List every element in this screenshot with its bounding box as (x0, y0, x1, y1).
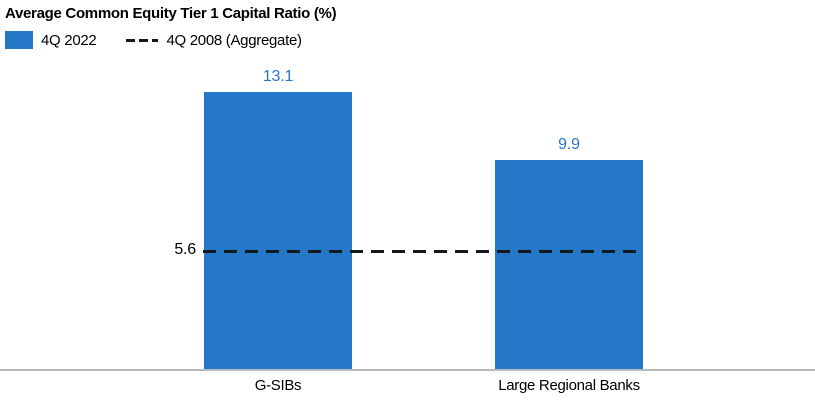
category-label-gsibs: G-SIBs (254, 377, 302, 394)
reference-line-label: 5.6 (174, 241, 196, 258)
chart-title: Average Common Equity Tier 1 Capital Rat… (5, 5, 337, 22)
legend-label-4q2008: 4Q 2008 (Aggregate) (166, 31, 302, 49)
legend-label-4q2022: 4Q 2022 (41, 31, 97, 49)
bar-swatch-icon (5, 31, 33, 49)
legend-item-4q2008: 4Q 2008 (Aggregate) (126, 31, 302, 49)
bar-value-label-large-regional-banks: 9.9 (558, 136, 580, 153)
bar-group-large-regional-banks: 9.9 (495, 136, 643, 370)
bar-value-label-gsibs: 13.1 (262, 68, 294, 85)
dashed-line-icon (126, 38, 159, 42)
legend-item-4q2022: 4Q 2022 (5, 31, 97, 49)
bar-large-regional-banks (495, 160, 643, 370)
bar-group-gsibs: 13.1 (204, 68, 352, 370)
reference-line (203, 250, 643, 253)
x-axis-line (0, 369, 815, 371)
legend: 4Q 2022 4Q 2008 (Aggregate) (5, 31, 302, 49)
bar-gsibs (204, 92, 352, 370)
category-label-large-regional-banks: Large Regional Banks (498, 377, 640, 394)
